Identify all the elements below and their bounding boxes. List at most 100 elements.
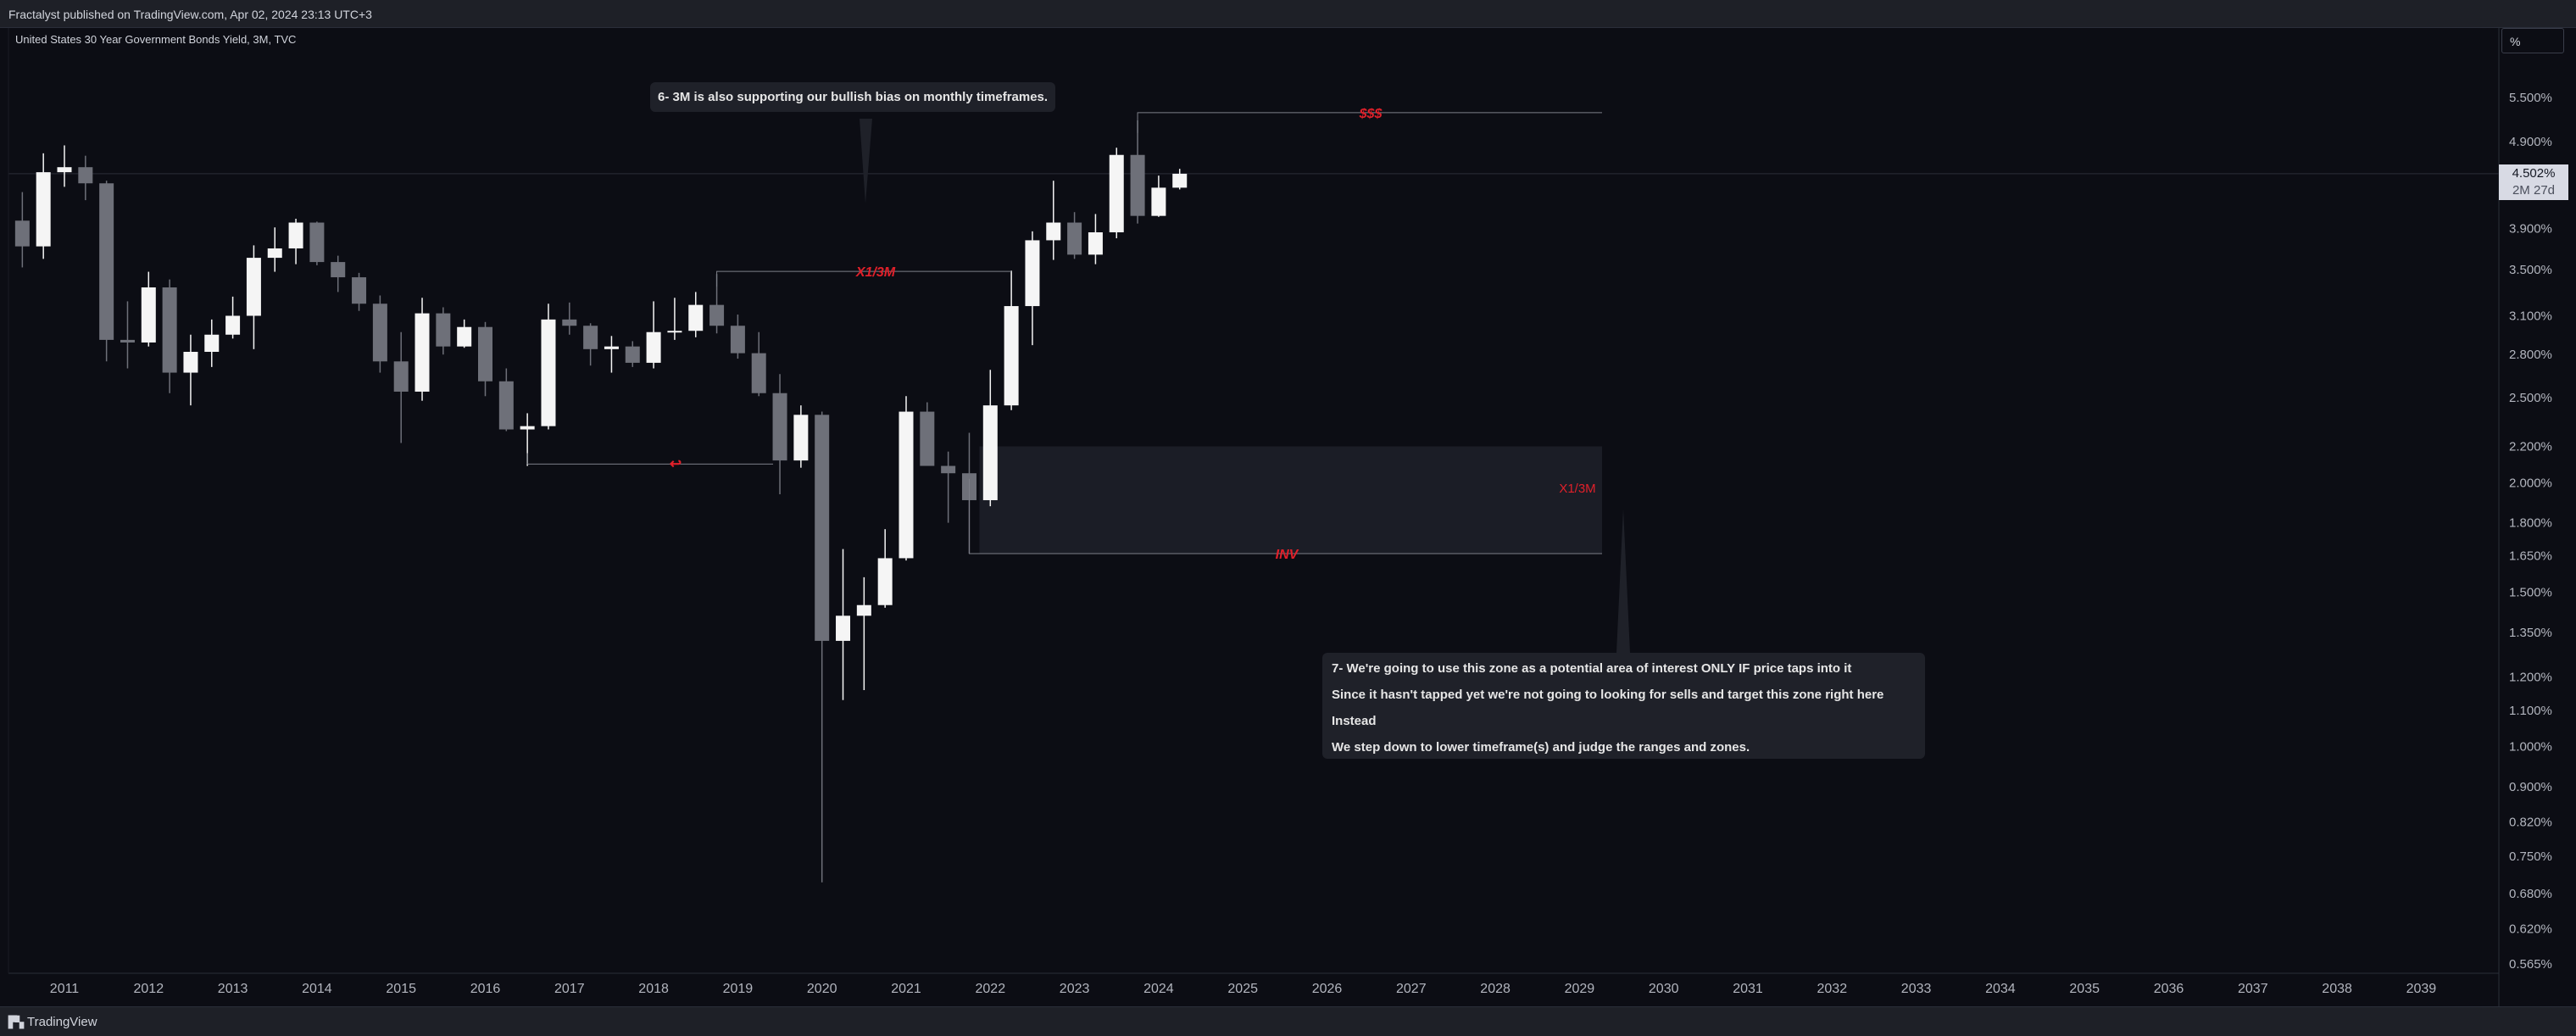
- candle-countdown: 2M 27d: [2512, 183, 2556, 198]
- callout-7-pointer: [1616, 509, 1630, 653]
- x13m-upper-line[interactable]: [716, 270, 1012, 287]
- candle-body[interactable]: [877, 558, 893, 605]
- y-tick-label: 1.350%: [2509, 626, 2552, 640]
- candle-body[interactable]: [141, 287, 156, 343]
- candle-body[interactable]: [920, 411, 935, 466]
- callout-7-note[interactable]: 7- We're going to use this zone as a pot…: [1322, 653, 1925, 759]
- candle-body[interactable]: [856, 604, 871, 616]
- candle-body[interactable]: [246, 258, 261, 316]
- candle-body[interactable]: [162, 287, 177, 373]
- candle-body[interactable]: [352, 277, 367, 304]
- candle-body[interactable]: [225, 315, 241, 335]
- x13m-zone[interactable]: [979, 446, 1602, 554]
- tradingview-logo[interactable]: ▛▚ TradingView: [8, 1015, 97, 1029]
- candle-body[interactable]: [183, 352, 198, 373]
- candle-body[interactable]: [562, 319, 577, 326]
- candle-body[interactable]: [941, 465, 956, 474]
- candle-body[interactable]: [709, 304, 725, 326]
- candle-body[interactable]: [57, 167, 72, 173]
- y-tick-label: 1.000%: [2509, 740, 2552, 755]
- y-tick-label: 1.100%: [2509, 704, 2552, 718]
- candle-body[interactable]: [730, 326, 745, 354]
- publish-info: Fractalyst published on TradingView.com,…: [8, 8, 372, 21]
- candle-body[interactable]: [646, 331, 661, 363]
- x-tick-label: 2022: [976, 982, 1006, 996]
- x-tick-label: 2014: [302, 982, 332, 996]
- brand-name: TradingView: [27, 1015, 97, 1029]
- callout-7-line-3: Instead: [1332, 714, 1377, 728]
- callout-6-note[interactable]: 6- 3M is also supporting our bullish bia…: [650, 82, 1056, 112]
- x-tick-label: 2015: [386, 982, 416, 996]
- candle-body[interactable]: [267, 248, 282, 259]
- x-tick-label: 2019: [723, 982, 754, 996]
- candle-body[interactable]: [204, 334, 220, 353]
- candle-body[interactable]: [793, 415, 809, 461]
- candle-body[interactable]: [1088, 232, 1103, 255]
- candle-body[interactable]: [1067, 222, 1082, 255]
- candle-body[interactable]: [393, 361, 409, 392]
- candle-body[interactable]: [331, 262, 346, 278]
- x-tick-label: 2035: [2069, 982, 2100, 996]
- swing-low-line[interactable]: [526, 453, 774, 465]
- candle-body[interactable]: [836, 615, 851, 641]
- candle-body[interactable]: [1046, 222, 1061, 241]
- percent-scale-button[interactable]: %: [2501, 28, 2564, 53]
- candle-body[interactable]: [372, 304, 387, 362]
- liquidity-line[interactable]: [1137, 112, 1602, 133]
- y-tick-label: 5.500%: [2509, 91, 2552, 105]
- y-tick-label: 1.200%: [2509, 671, 2552, 685]
- candle-body[interactable]: [1172, 173, 1188, 188]
- candle-body[interactable]: [604, 346, 619, 349]
- last-price-label: 4.502% 2M 27d: [2499, 164, 2568, 200]
- candle-body[interactable]: [120, 339, 135, 343]
- callout-6-pointer: [860, 119, 872, 203]
- candle-body[interactable]: [478, 326, 492, 382]
- candle-body[interactable]: [583, 326, 598, 349]
- candle-body[interactable]: [520, 426, 535, 430]
- y-tick-label: 0.680%: [2509, 887, 2552, 901]
- publish-header: Fractalyst published on TradingView.com,…: [0, 0, 2576, 28]
- candle-body[interactable]: [751, 353, 766, 393]
- candle-body[interactable]: [14, 220, 30, 247]
- candle-body[interactable]: [457, 326, 472, 347]
- y-tick-label: 0.900%: [2509, 780, 2552, 794]
- x-tick-label: 2032: [1817, 982, 1848, 996]
- candle-body[interactable]: [99, 183, 114, 340]
- x-tick-label: 2034: [1985, 982, 2016, 996]
- candle-body[interactable]: [36, 172, 51, 247]
- x-tick-label: 2030: [1649, 982, 1679, 996]
- candle-body[interactable]: [309, 222, 325, 263]
- candle-body[interactable]: [436, 313, 451, 347]
- callout-7-line-1: 7- We're going to use this zone as a pot…: [1332, 661, 1852, 676]
- candle-body[interactable]: [1109, 154, 1124, 233]
- candle-body[interactable]: [772, 393, 787, 461]
- y-tick-label: 2.200%: [2509, 440, 2552, 454]
- callout-7-line-4: We step down to lower timeframe(s) and j…: [1332, 740, 1750, 755]
- candle-body[interactable]: [498, 381, 514, 430]
- candle-body[interactable]: [899, 411, 914, 559]
- x-tick-label: 2024: [1143, 982, 1174, 996]
- candle-body[interactable]: [625, 346, 640, 363]
- candle-body[interactable]: [982, 405, 998, 500]
- candle-body[interactable]: [815, 415, 830, 641]
- candle-body[interactable]: [78, 167, 93, 184]
- candle-body[interactable]: [1130, 154, 1145, 216]
- chart-canvas[interactable]: $$$ X1/3M ↩ X1/3M INV 5.500% 4.900% 3.900% 3.50…: [0, 28, 2576, 1006]
- x13m-upper-label: X1/3M: [855, 265, 896, 280]
- swing-low-label: ↩: [670, 455, 682, 471]
- candle-body[interactable]: [688, 304, 704, 331]
- x-tick-label: 2017: [554, 982, 585, 996]
- candle-body[interactable]: [288, 222, 303, 249]
- x-tick-label: 2013: [218, 982, 248, 996]
- candle-body[interactable]: [1151, 187, 1166, 216]
- x-tick-label: 2039: [2406, 982, 2437, 996]
- candle-body[interactable]: [1004, 306, 1019, 406]
- x-tick-label: 2037: [2238, 982, 2268, 996]
- x-tick-label: 2018: [638, 982, 669, 996]
- candle-body[interactable]: [541, 319, 556, 426]
- candle-body[interactable]: [667, 331, 682, 333]
- candle-body[interactable]: [1025, 240, 1040, 307]
- inv-line[interactable]: [968, 478, 1602, 554]
- candle-body[interactable]: [414, 313, 430, 392]
- y-tick-label: 0.565%: [2509, 957, 2552, 972]
